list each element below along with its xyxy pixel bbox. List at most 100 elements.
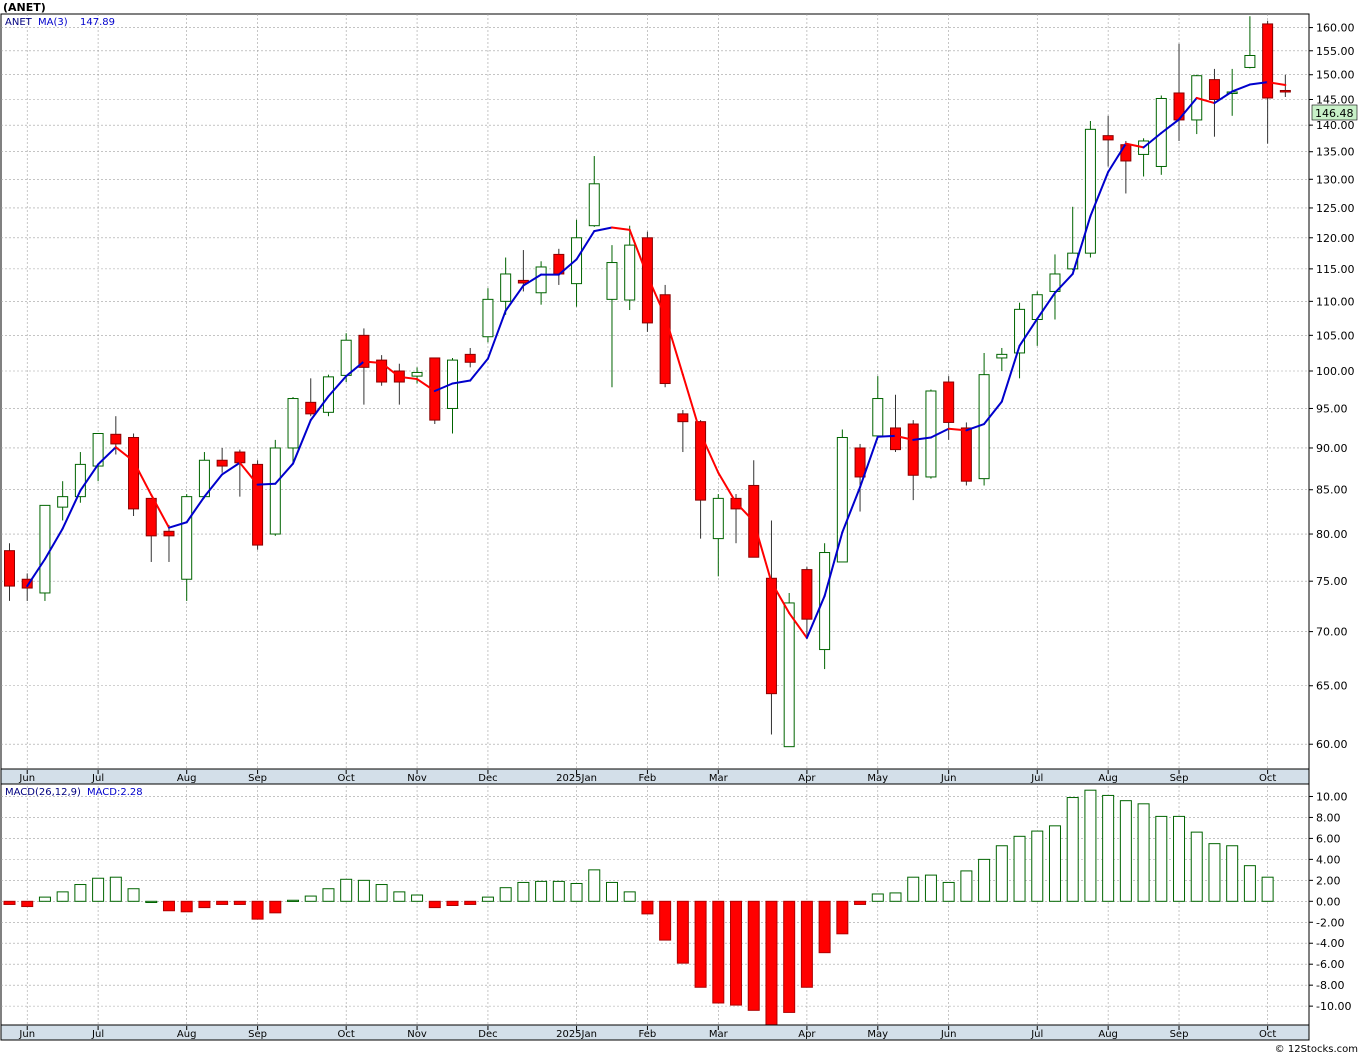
candle-body — [712, 497, 724, 540]
macd-x-label: Apr — [798, 1029, 816, 1040]
candle-body — [1102, 135, 1114, 141]
candle-body — [659, 294, 671, 385]
ma-segment — [327, 375, 348, 398]
candle-body — [482, 298, 494, 338]
macd-bar — [56, 891, 69, 902]
macd-x-label: Aug — [177, 1029, 197, 1040]
macd-bar — [641, 900, 654, 915]
macd-bar — [38, 896, 51, 902]
ma-segment — [699, 432, 720, 474]
macd-bar — [109, 876, 122, 902]
macd-tick-label: 8.00 — [1316, 811, 1341, 824]
macd-tick-label: -10.00 — [1316, 1000, 1351, 1013]
price-tick-label: 90.00 — [1316, 442, 1348, 455]
macd-x-axis: Jun Jul Aug Sep Oct Nov Dec 2025Jan Feb Mar Apr May… — [18, 1026, 1276, 1040]
macd-bar — [357, 879, 370, 902]
ma-segment — [1178, 96, 1198, 121]
macd-y-axis: -10.00 -8.00 -6.00 -4.00 -2.00 0.00 2.00 4.00 6.… — [1309, 790, 1351, 1013]
macd-bar — [340, 878, 353, 902]
candle-body — [376, 359, 388, 383]
macd-bar — [446, 900, 459, 906]
candle-body — [624, 244, 636, 301]
ma-segment — [770, 581, 791, 615]
price-series-label: ANET — [5, 17, 33, 28]
macd-bar — [676, 900, 689, 964]
macd-bar — [92, 877, 105, 902]
ma-segment — [221, 461, 241, 476]
macd-bar — [1031, 830, 1044, 902]
ma-segment — [114, 446, 135, 463]
macd-x-label: Jun — [18, 1029, 35, 1040]
price-tick-label: 145.00 — [1316, 93, 1355, 106]
macd-bar — [552, 880, 565, 902]
ma-segment — [664, 315, 684, 376]
candle-body — [74, 463, 86, 498]
macd-x-label: Aug — [1098, 1029, 1118, 1040]
macd-bar — [74, 884, 87, 902]
ma-segment — [97, 446, 117, 466]
ma-segment — [203, 473, 224, 498]
macd-bar — [1084, 789, 1097, 902]
macd-bar — [216, 900, 229, 905]
price-tick-label: 130.00 — [1316, 173, 1355, 186]
ma-segment — [1124, 142, 1145, 149]
macd-tick-label: -2.00 — [1316, 916, 1344, 929]
macd-bar — [1208, 843, 1221, 902]
macd-bar — [907, 876, 920, 902]
candle-body — [216, 459, 228, 467]
macd-bar — [499, 887, 512, 902]
candle-body — [287, 398, 299, 449]
macd-bar — [535, 880, 548, 902]
price-x-label: Jun — [940, 773, 957, 784]
candle-body — [783, 602, 795, 748]
ma-segment — [150, 493, 170, 529]
price-x-label: May — [867, 773, 888, 784]
candle-body — [163, 530, 175, 537]
ma-segment — [717, 471, 738, 504]
macd-x-label: Mar — [709, 1029, 729, 1040]
ma-segment — [362, 360, 383, 364]
macd-tick-label: 2.00 — [1316, 874, 1341, 887]
ma-segment — [575, 230, 596, 261]
candle-body — [996, 353, 1008, 359]
price-tick-label: 100.00 — [1316, 365, 1355, 378]
macd-tick-label: 0.00 — [1316, 895, 1341, 908]
ma-segment — [433, 382, 454, 392]
macd-tick-label: -6.00 — [1316, 958, 1344, 971]
macd-bar — [393, 891, 406, 902]
ma-value: 147.89 — [80, 17, 115, 28]
ma-segment — [1231, 83, 1251, 93]
candle-body — [358, 334, 370, 368]
candle-body — [641, 237, 653, 324]
macd-bar — [978, 858, 991, 902]
price-x-label: Oct — [338, 773, 355, 784]
macd-bar — [411, 894, 424, 902]
macd-bar — [21, 900, 34, 908]
ma-segment — [681, 373, 702, 435]
macd-bar — [730, 900, 743, 1006]
macd-bar — [162, 900, 175, 912]
ma-segment — [947, 427, 968, 432]
price-tick-label: 95.00 — [1316, 402, 1348, 415]
ma-segment — [292, 419, 312, 465]
candle-body — [128, 436, 140, 510]
macd-bar — [1048, 825, 1061, 902]
ma-segment — [1266, 81, 1287, 87]
macd-bar — [481, 896, 494, 902]
ma-segment — [876, 434, 897, 438]
candle-body — [765, 577, 777, 695]
macd-bar — [198, 900, 211, 909]
macd-bar — [995, 845, 1008, 902]
ma-segment — [628, 228, 649, 277]
ma-segment — [486, 309, 507, 360]
price-candles — [4, 16, 1291, 748]
ma-segment — [788, 612, 808, 639]
price-x-label: Aug — [1098, 773, 1118, 784]
candle-body — [1208, 79, 1220, 100]
macd-x-label: Nov — [407, 1029, 427, 1040]
candle-body — [322, 376, 334, 413]
macd-x-label: Sep — [248, 1029, 267, 1040]
macd-bar — [836, 900, 849, 935]
macd-tick-label: 4.00 — [1316, 853, 1341, 866]
macd-tick-label: 6.00 — [1316, 832, 1341, 845]
